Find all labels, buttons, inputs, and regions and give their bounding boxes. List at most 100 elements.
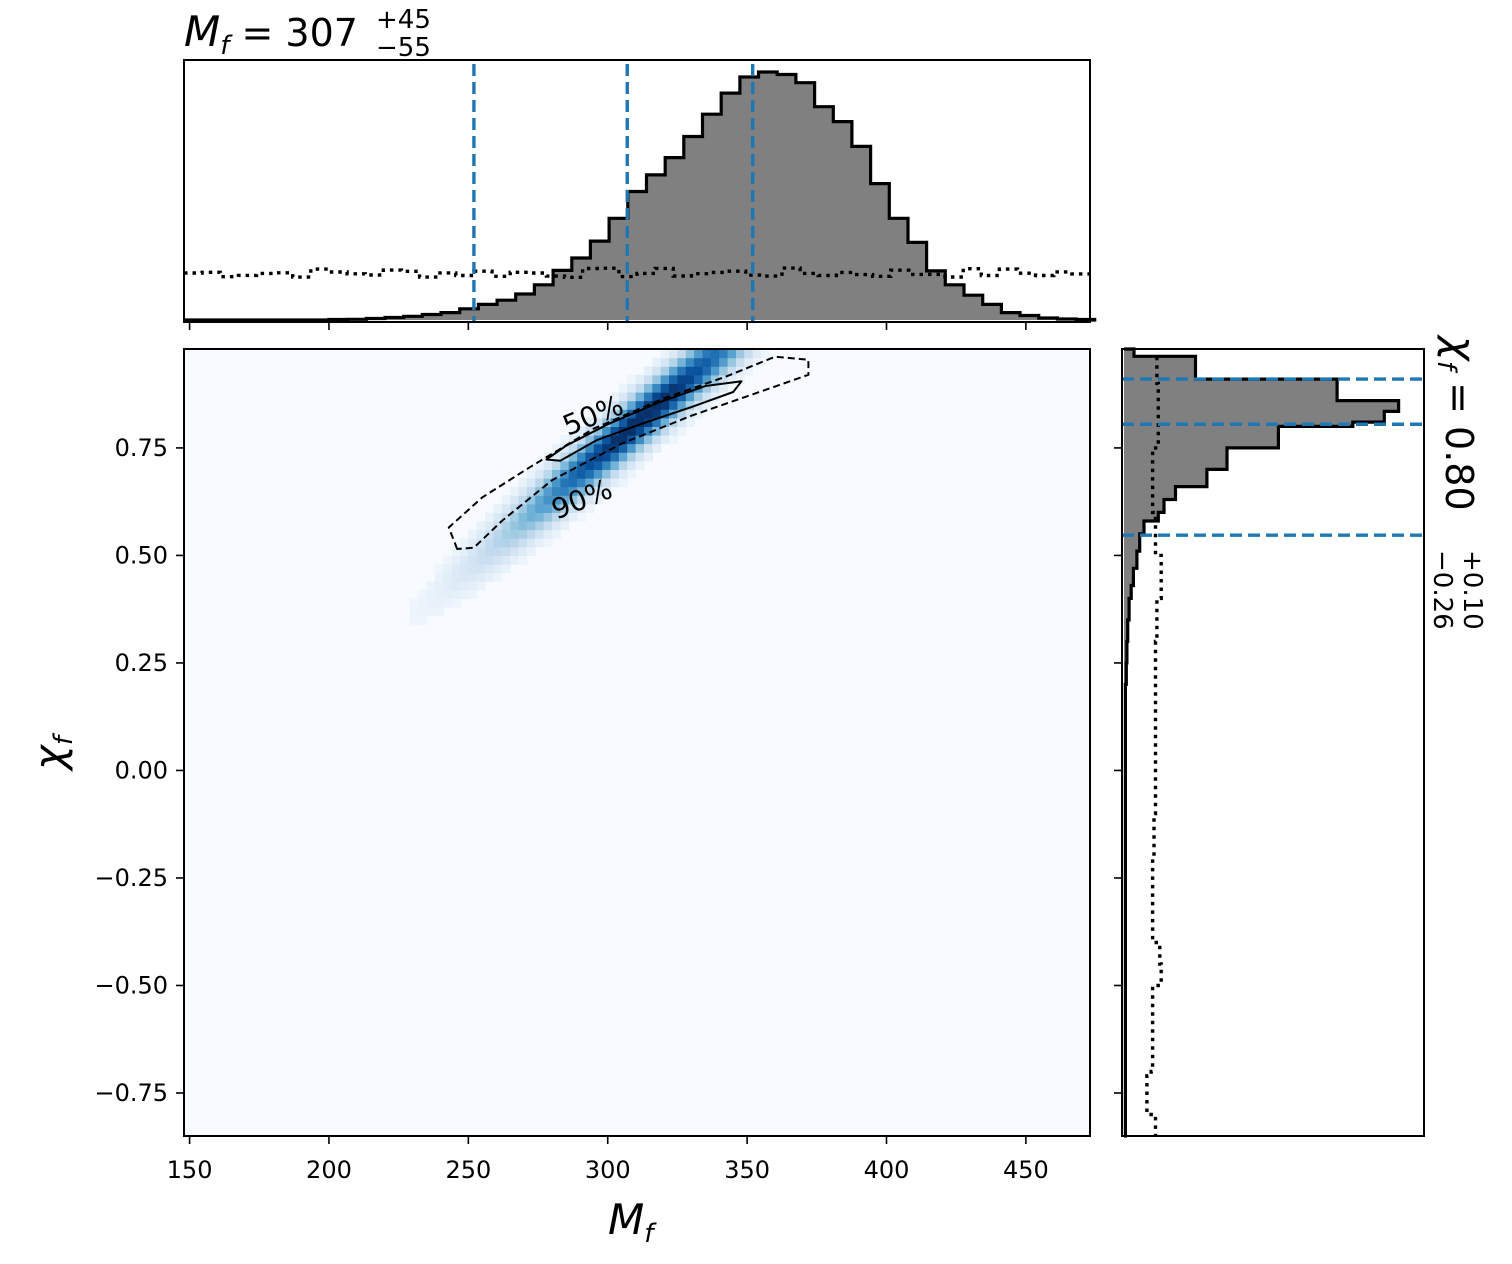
density-cell [560, 495, 570, 505]
density-cell [669, 366, 679, 376]
joint-posterior-density [409, 349, 771, 625]
density-cell [593, 426, 603, 436]
density-cell [510, 521, 520, 531]
density-cell [493, 572, 503, 582]
density-cell [526, 478, 536, 488]
density-cell [460, 538, 469, 548]
x-axis-label-subscript: f [644, 1219, 657, 1249]
chi-title-symbol: χ [1436, 334, 1485, 363]
y-tick-label: −0.50 [94, 971, 168, 999]
density-cell [677, 409, 687, 419]
density-cell [660, 417, 670, 427]
density-cell [485, 512, 495, 522]
density-cell [677, 383, 687, 393]
density-cell [677, 374, 687, 384]
density-cell [476, 564, 486, 574]
density-cell [577, 452, 587, 462]
density-cell [593, 417, 603, 427]
density-cell [518, 555, 528, 565]
density-cell [736, 374, 745, 384]
density-cell [702, 400, 712, 410]
mf-title-upper: +45 [376, 5, 431, 35]
density-cell [669, 383, 679, 393]
density-cell [660, 374, 670, 384]
chi-histogram [1123, 347, 1401, 1138]
density-cell [652, 409, 662, 419]
density-cell [476, 572, 486, 582]
density-cell [585, 495, 595, 505]
density-cell [468, 581, 478, 591]
density-cell [744, 357, 754, 367]
density-cell [510, 555, 520, 565]
density-cell [627, 417, 637, 427]
mf-marginal-frame [183, 59, 1091, 323]
density-cell [552, 460, 561, 470]
density-cell [744, 349, 754, 359]
density-cell [635, 460, 645, 470]
density-cell [618, 383, 628, 393]
density-cell [526, 469, 536, 479]
density-cell [443, 572, 453, 582]
density-cell [736, 349, 745, 359]
density-cell [610, 478, 620, 488]
mf-marginal-ticks [188, 322, 1027, 330]
density-cell [443, 589, 453, 599]
density-cell [660, 435, 670, 445]
density-cell [577, 512, 587, 522]
mf-title-symbol: M [184, 7, 220, 56]
density-cell [602, 478, 612, 488]
density-cell [719, 357, 729, 367]
density-cell [485, 564, 495, 574]
density-cell [702, 349, 712, 359]
density-cell [451, 589, 461, 599]
density-cell [493, 503, 503, 513]
density-cell [568, 426, 578, 436]
svg-text:χf = 0.80: χf = 0.80 [1431, 334, 1485, 511]
density-cell [485, 538, 495, 548]
density-cell [543, 503, 553, 513]
chi-histogram-fill [1124, 349, 1399, 1136]
density-cell [685, 392, 695, 402]
chi-marginal-ticks [1114, 447, 1122, 1094]
density-cell [585, 443, 595, 453]
density-cell [443, 598, 453, 608]
density-cell [451, 564, 461, 574]
x-axis-label-symbol: M [608, 1195, 644, 1244]
density-cell [610, 426, 620, 436]
density-cell [719, 374, 729, 384]
density-cell [434, 572, 444, 582]
density-cell [543, 495, 553, 505]
density-cell [552, 469, 561, 479]
density-cell [593, 478, 603, 488]
density-cell [434, 581, 444, 591]
density-cell [501, 538, 511, 548]
y-axis-label: χf [25, 732, 79, 772]
density-cell [543, 478, 553, 488]
density-cell [702, 357, 712, 367]
chi-title-lower: −0.26 [1427, 550, 1457, 630]
density-cell [694, 349, 704, 359]
density-cell [669, 435, 679, 445]
density-cell [585, 460, 595, 470]
density-cell [635, 426, 645, 436]
density-cell [493, 521, 503, 531]
density-cell [652, 435, 662, 445]
density-cell [685, 349, 695, 359]
density-cell [451, 555, 461, 565]
density-cell [736, 357, 745, 367]
joint-posterior-ticks: 150 200 250 300 350 400 450 −0.75 −0.50 −0.25 0.00… [94, 434, 1048, 1184]
density-cell [426, 607, 436, 617]
density-cell [426, 598, 436, 608]
density-cell [510, 503, 520, 513]
density-cell [694, 374, 704, 384]
y-tick-label: −0.25 [94, 864, 168, 892]
density-cell [752, 349, 762, 359]
density-cell [577, 486, 587, 496]
density-cell [644, 392, 653, 402]
density-cell [535, 460, 545, 470]
density-cell [685, 409, 695, 419]
density-cell [468, 546, 478, 556]
density-cell [644, 383, 653, 393]
x-tick-label: 350 [724, 1156, 770, 1184]
density-cell [660, 349, 670, 359]
